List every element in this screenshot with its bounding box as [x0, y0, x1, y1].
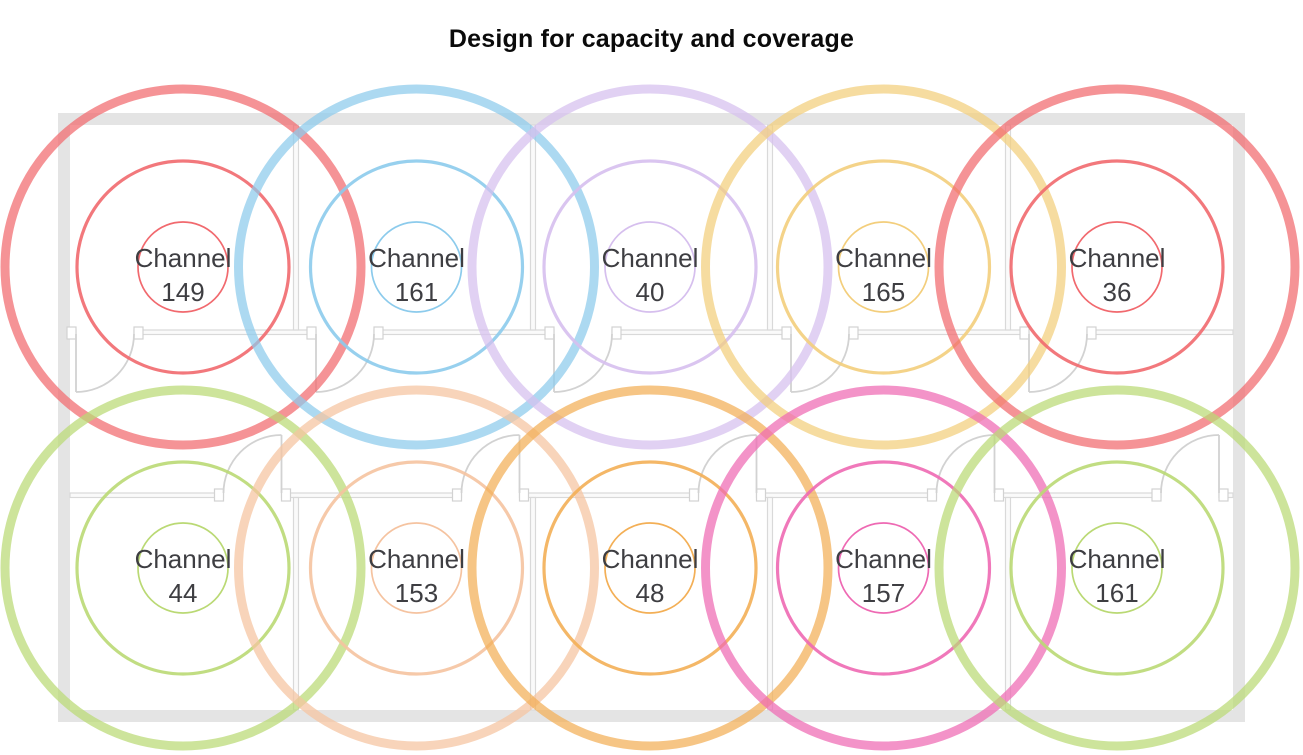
- ap-coverage: [467, 385, 833, 751]
- room-divider-wall: [1004, 124, 1012, 331]
- coverage-ring: [75, 460, 291, 676]
- wall-segment: [993, 492, 1162, 499]
- outer-wall: [58, 710, 1245, 722]
- coverage-ring: [604, 221, 696, 313]
- door-jamb: [848, 326, 859, 340]
- coverage-ring: [542, 460, 758, 676]
- coverage-ring: [137, 522, 229, 614]
- coverage-ring: [1009, 460, 1225, 676]
- door-swing-arc: [935, 434, 995, 494]
- room-divider-wall: [292, 124, 300, 331]
- door-jamb: [781, 326, 792, 340]
- coverage-ring: [308, 159, 525, 375]
- ap-coverage: [934, 385, 1300, 751]
- wall-segment: [611, 329, 792, 336]
- door-swing-arc: [1160, 434, 1220, 494]
- coverage-ring: [1009, 159, 1225, 375]
- ap-coverage: [0, 84, 366, 450]
- room-divider-wall: [529, 124, 537, 331]
- door-swing-arc: [460, 434, 520, 494]
- room-divider-wall: [766, 496, 774, 711]
- ap-coverage: [0, 385, 366, 751]
- wall-segment: [518, 492, 700, 499]
- door-jamb: [993, 488, 1005, 502]
- coverage-ring: [701, 385, 1066, 751]
- diagram-title: Design for capacity and coverage: [448, 25, 855, 53]
- coverage-ring: [75, 159, 291, 375]
- coverage-ring: [604, 522, 696, 614]
- door-swing-arc: [315, 333, 375, 393]
- coverage-ring: [934, 84, 1300, 450]
- door-jamb: [451, 488, 463, 502]
- coverage-ring: [837, 522, 930, 614]
- coverage-ring: [0, 385, 366, 751]
- door-jamb: [926, 488, 938, 502]
- room-divider-wall: [766, 124, 774, 331]
- outer-wall: [1233, 113, 1245, 722]
- coverage-ring: [701, 84, 1066, 450]
- door-jamb: [755, 488, 767, 502]
- coverage-ring: [775, 159, 992, 375]
- door-swing-arc: [1028, 333, 1088, 393]
- door-jamb: [373, 326, 384, 340]
- coverage-ring: [467, 385, 833, 751]
- coverage-ring: [308, 460, 525, 676]
- wall-segment: [69, 492, 225, 499]
- ap-coverage: [467, 84, 833, 450]
- coverage-circles: [0, 84, 1300, 751]
- door-jamb: [213, 488, 225, 502]
- door-jamb: [518, 488, 530, 502]
- door-jamb: [544, 326, 555, 340]
- door-jamb: [66, 326, 77, 340]
- coverage-ring: [137, 221, 229, 313]
- door-swing-arc: [790, 333, 850, 393]
- ap-coverage: [701, 84, 1066, 450]
- coverage-ring: [934, 385, 1300, 751]
- room-divider-wall: [292, 496, 300, 711]
- door-jamb: [133, 326, 144, 340]
- door-swing-arc: [697, 434, 757, 494]
- coverage-ring: [837, 221, 930, 313]
- wall-segment: [373, 329, 555, 336]
- coverage-ring: [234, 84, 599, 450]
- door-swing-arc: [553, 333, 613, 393]
- door-swing-arc: [75, 333, 135, 393]
- door-jamb: [280, 488, 292, 502]
- coverage-ring: [370, 221, 463, 313]
- coverage-ring: [0, 84, 366, 450]
- door-jamb: [1218, 488, 1229, 502]
- coverage-ring: [370, 522, 463, 614]
- wall-segment: [755, 492, 938, 499]
- room-divider-wall: [1004, 496, 1012, 711]
- coverage-ring: [1071, 522, 1163, 614]
- outer-wall: [58, 113, 1245, 125]
- outer-wall: [58, 113, 70, 722]
- room-divider-wall: [529, 496, 537, 711]
- door-jamb: [688, 488, 700, 502]
- coverage-ring: [542, 159, 758, 375]
- ap-coverage: [934, 84, 1300, 450]
- ap-coverage: [234, 84, 599, 450]
- wall-segment: [1086, 329, 1234, 336]
- wall-segment: [133, 329, 317, 336]
- door-jamb: [611, 326, 622, 340]
- door-jamb: [306, 326, 317, 340]
- door-jamb: [1019, 326, 1030, 340]
- ap-coverage: [234, 385, 599, 751]
- coverage-ring: [234, 385, 599, 751]
- coverage-ring: [775, 460, 992, 676]
- wall-segment: [848, 329, 1030, 336]
- ap-coverage: [701, 385, 1066, 751]
- floorplan: [58, 113, 1245, 722]
- door-jamb: [1151, 488, 1162, 502]
- coverage-ring: [1071, 221, 1163, 313]
- door-jamb: [1086, 326, 1097, 340]
- coverage-ring: [467, 84, 833, 450]
- door-swing-arc: [222, 434, 282, 494]
- wall-segment: [280, 492, 463, 499]
